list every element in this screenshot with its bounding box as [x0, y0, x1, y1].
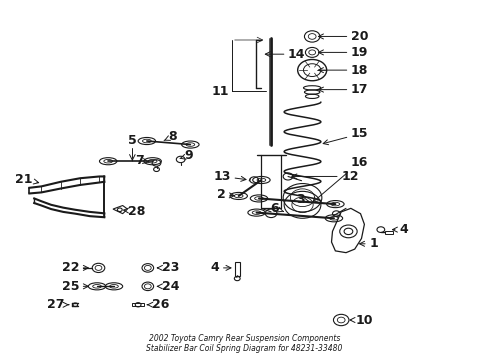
Text: 27: 27: [47, 298, 69, 311]
Text: 4: 4: [210, 261, 230, 274]
Text: 5: 5: [128, 134, 137, 147]
Text: 24: 24: [157, 280, 180, 293]
Text: 15: 15: [323, 127, 367, 145]
Text: 25: 25: [61, 280, 88, 293]
Text: 2002 Toyota Camry Rear Suspension Components
Stabilizer Bar Coil Spring Diagram : 2002 Toyota Camry Rear Suspension Compon…: [146, 334, 342, 354]
Text: 2: 2: [217, 188, 234, 201]
Text: 13: 13: [213, 170, 245, 183]
Text: 12: 12: [291, 170, 358, 183]
Text: 10: 10: [349, 314, 372, 327]
Text: 17: 17: [318, 83, 367, 96]
Text: 1: 1: [359, 237, 377, 250]
Text: 6: 6: [270, 202, 283, 215]
Text: 26: 26: [147, 298, 169, 311]
Text: 28: 28: [123, 205, 145, 218]
Text: 14: 14: [265, 48, 305, 61]
Text: 18: 18: [318, 64, 367, 77]
Text: 3: 3: [296, 193, 308, 206]
Text: 4: 4: [392, 223, 407, 236]
Text: 9: 9: [180, 149, 192, 162]
Text: 20: 20: [318, 30, 367, 43]
Bar: [132, 303, 143, 306]
Text: 16: 16: [312, 156, 367, 202]
Text: 19: 19: [318, 46, 367, 59]
Text: 11: 11: [211, 85, 228, 98]
Bar: [384, 231, 393, 234]
Text: 22: 22: [61, 261, 88, 274]
Text: 8: 8: [164, 130, 176, 143]
Text: 21: 21: [15, 173, 39, 186]
Text: 23: 23: [157, 261, 179, 274]
Text: 7: 7: [135, 154, 148, 167]
Bar: [234, 261, 239, 276]
